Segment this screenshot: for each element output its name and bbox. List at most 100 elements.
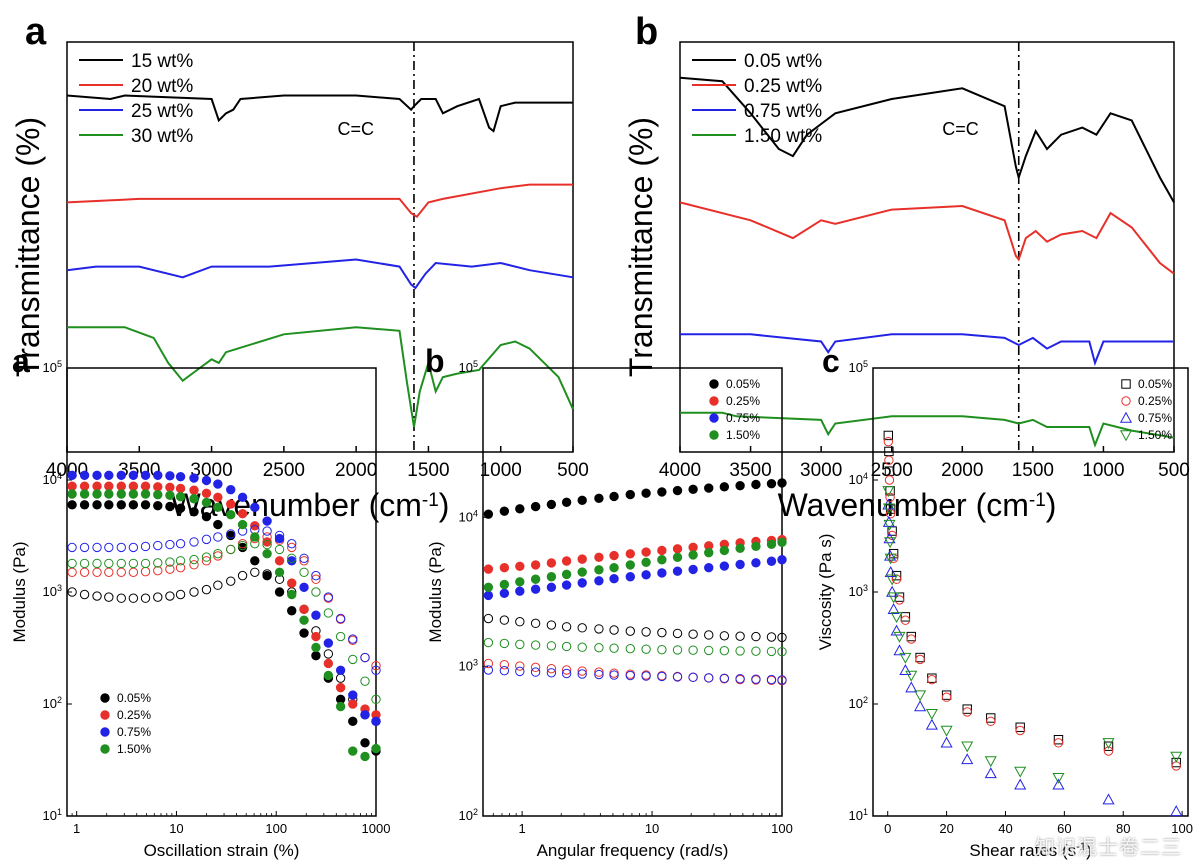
ftir_b-series-2-line — [680, 333, 1174, 367]
rheo_b-series-0-filled-point — [672, 485, 683, 496]
rheo_a-series-1-filled-point — [274, 556, 285, 566]
rheo_b-legend-swatch — [709, 413, 719, 423]
rheo_a-series-0-open-point — [201, 584, 212, 595]
rheo_b-series-0-filled-point — [777, 478, 787, 488]
ftir_a-annotation: C=C — [337, 119, 374, 139]
rheo_b-series-1-filled-point — [577, 554, 587, 564]
rheo_a-series-3-open-point — [323, 608, 334, 618]
ftir_b-xlabel: Wavenumber (cm-1) — [778, 487, 1057, 523]
rheo_c-ytick-label: 104 — [849, 471, 868, 487]
rheo_a-series-1-open-point — [201, 556, 212, 566]
rheo_c-series-1-point — [883, 436, 894, 447]
rheo_b-series-0-filled-point — [609, 491, 619, 502]
rheo_b-series-0-filled-point — [530, 501, 541, 512]
rheo_c-series-2-point — [899, 664, 912, 675]
rheo_a-series-2-filled-point — [299, 582, 309, 593]
ftir_b-xtick-label: 1000 — [1082, 460, 1124, 481]
rheo_a-series-3-filled-point — [250, 532, 260, 542]
rheo_a-legend-swatch — [100, 727, 110, 737]
rheo_b-series-3-filled-point — [766, 539, 777, 549]
rheo_c-xtick-label: 0 — [884, 821, 891, 836]
rheo_a-legend-swatch — [100, 710, 110, 720]
rheo_b-series-0-filled-point — [719, 482, 730, 492]
rheo_a-series-3-open-point — [311, 587, 321, 597]
rheo_a-series-2-open-point — [371, 665, 381, 675]
rheo_c-series-3-point — [899, 652, 912, 664]
rheo_a-series-2-filled-point — [226, 484, 236, 495]
rheo_a-series-2-filled-point — [92, 470, 102, 481]
rheo_a-series-3-filled-point — [116, 489, 126, 499]
rheo_b-legend-label: 0.75% — [726, 411, 760, 425]
rheo_c-xtick-label: 60 — [1057, 821, 1071, 836]
rheo_a-series-2-filled-point — [237, 492, 248, 503]
rheo_b-series-1-filled-point — [609, 550, 619, 561]
rheo_b-series-2-open-point — [625, 670, 635, 681]
rheo_b-series-2-filled-point — [561, 580, 572, 590]
rheo_c-series-2-point — [890, 624, 903, 636]
rheo_c-ytick-label-exp: 3 — [863, 583, 868, 593]
rheo_a-series-2-filled-point — [335, 665, 346, 675]
rheo_a-xtick-label: 1 — [73, 821, 80, 836]
rheo_b-series-0-open-point — [735, 631, 745, 641]
rheo_a-series-3-filled-point — [189, 494, 199, 504]
rheo_b-legend-swatch — [709, 430, 719, 440]
ftir_a-legend-label: 30 wt% — [131, 126, 193, 147]
rheo_a-series-2-filled-point — [67, 470, 77, 481]
rheo_b-panel-label: b — [425, 343, 445, 379]
rheo_a-panel-label: a — [12, 343, 30, 379]
rheo_c-series-0-point — [1015, 722, 1025, 732]
rheo_a-series-2-open-point — [335, 613, 346, 624]
ftir_a-xlabel-tail: ) — [439, 487, 450, 523]
rheo_c-legend-swatch — [1119, 430, 1133, 442]
rheo_b-series-0-open-point — [561, 622, 572, 632]
rheo_b-ytick-label: 103 — [459, 658, 478, 674]
rheo_c-ytick-label: 103 — [849, 583, 868, 599]
rheo_b-series-3-filled-point — [577, 567, 587, 577]
ftir_a-axes-frame — [66, 41, 574, 453]
rheo_a-series-2-filled-point — [371, 716, 381, 727]
rheo_c-series-1-point — [906, 634, 916, 644]
rheo_a-series-3-open-point — [189, 554, 199, 565]
rheo_a-ytick-label: 102 — [43, 695, 62, 711]
rheo_c-xtick-label: 40 — [998, 821, 1012, 836]
rheo_a-series-2-open-point — [104, 542, 114, 553]
rheo_a-series-2-open-point — [79, 542, 90, 553]
ftir_a-xtick-label: 1500 — [407, 460, 449, 481]
rheo_b-series-3-open-point — [609, 643, 619, 653]
rheo_b-series-3-open-point — [483, 637, 494, 648]
rheo_c-series-3-point — [925, 708, 938, 720]
rheo_a-series-2-open-point — [175, 538, 186, 549]
rheo_b-xtick-label: 100 — [771, 821, 793, 836]
rheo_a-series-1-filled-point — [116, 481, 126, 491]
rheo_b-ytick-label-exp: 2 — [473, 807, 478, 817]
rheo_b-ylabel: Modulus (Pa) — [426, 541, 445, 642]
rheo_a-series-2-open-point — [153, 540, 163, 551]
rheo_a-ylabel: Modulus (Pa) — [10, 541, 29, 642]
rheo_a-series-0-filled-point — [140, 500, 151, 510]
rheo_b-series-3-filled-point — [657, 555, 667, 565]
rheo_b-series-0-open-point — [777, 632, 787, 643]
rheo_c-series-1-point — [1171, 761, 1181, 771]
ftir_a-series-2-line — [66, 258, 574, 290]
rheo_b-series-1-filled-point — [672, 544, 683, 554]
rheo_a-series-0-filled-point — [104, 500, 114, 510]
rheo_c-series-3-point — [1102, 738, 1115, 750]
rheo_b-series-1-open-point — [657, 670, 667, 681]
rheo_a-series-0-filled-point — [165, 501, 175, 512]
rheo_b-axes-frame — [482, 367, 783, 817]
rheo_a-series-2-open-point — [311, 570, 321, 581]
rheo_b-ytick-label-exp: 3 — [473, 658, 478, 668]
rheo_a-series-1-filled-point — [153, 482, 163, 492]
rheo_b-series-3-open-point — [735, 646, 745, 656]
ftir_a-xtick-label: 1000 — [480, 460, 522, 481]
rheo_a-series-2-open-point — [165, 539, 175, 550]
rheo_a-series-1-filled-point — [287, 578, 297, 588]
rheo_b-series-0-filled-point — [735, 480, 745, 491]
rheo_b-series-0-filled-point — [751, 479, 761, 490]
rheo_b-series-0-filled-point — [657, 487, 667, 497]
rheo_a-series-0-filled-point — [299, 628, 309, 638]
rheo_c-series-3-point — [890, 612, 903, 624]
rheo_b-series-0-open-point — [751, 631, 761, 642]
rheo_b-series-1-open-point — [609, 668, 619, 678]
rheo_b-series-2-filled-point — [546, 582, 557, 592]
